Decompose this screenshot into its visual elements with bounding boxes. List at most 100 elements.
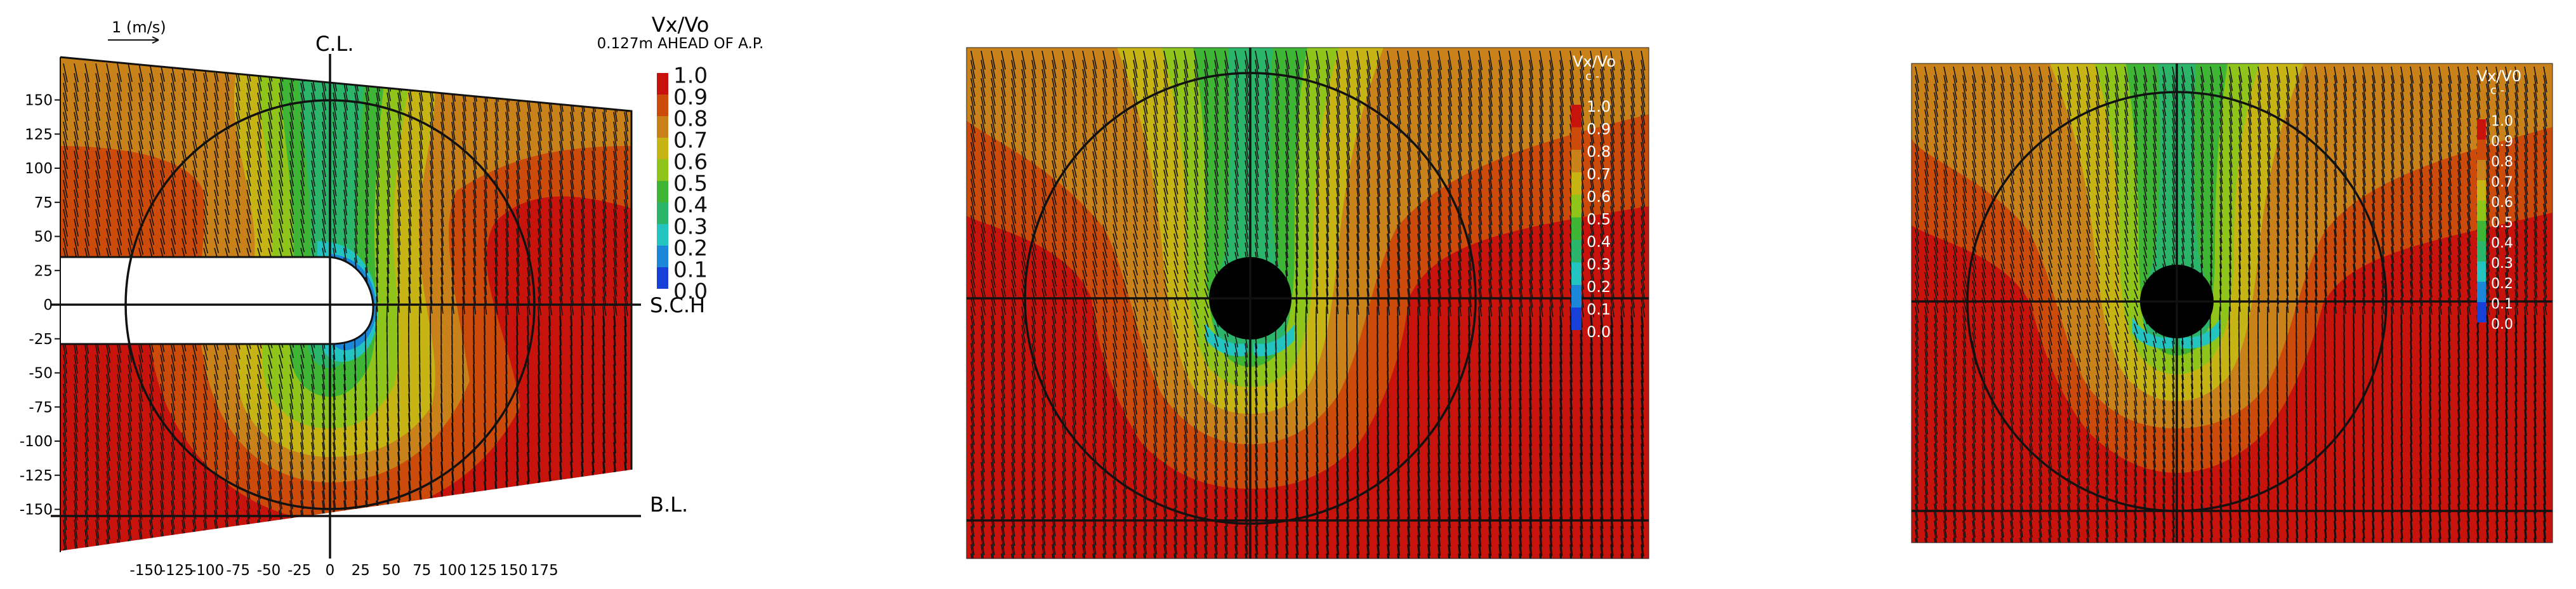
velocity-vector	[343, 141, 348, 159]
velocity-vector	[1194, 105, 1199, 123]
velocity-vector	[1163, 279, 1169, 293]
velocity-vector	[63, 539, 67, 551]
velocity-vector	[333, 150, 337, 168]
velocity-vector	[462, 286, 466, 305]
velocity-vector	[74, 189, 79, 208]
velocity-vector	[1123, 260, 1128, 276]
velocity-vector	[95, 180, 101, 198]
velocity-vector	[1245, 114, 1250, 133]
velocity-vector	[106, 383, 111, 402]
velocity-vector	[300, 150, 305, 168]
velocity-vector	[84, 548, 89, 551]
velocity-vector	[1275, 160, 1279, 178]
velocity-vector	[268, 364, 273, 379]
velocity-vector	[1062, 434, 1066, 453]
velocity-vector	[1113, 425, 1117, 444]
velocity-vector	[128, 491, 132, 510]
velocity-vector	[138, 519, 143, 539]
velocity-vector	[538, 520, 541, 541]
velocity-vector	[1123, 352, 1128, 368]
velocity-vector	[1356, 242, 1360, 260]
velocity-vector	[1052, 434, 1056, 454]
velocity-vector	[1295, 480, 1299, 500]
velocity-vector	[106, 374, 111, 393]
velocity-vector	[300, 480, 304, 500]
velocity-vector	[1052, 96, 1057, 115]
velocity-vector	[559, 238, 564, 258]
velocity-vector	[430, 199, 433, 217]
velocity-vector	[192, 83, 197, 101]
velocity-vector	[1021, 133, 1026, 152]
velocity-vector	[128, 160, 133, 178]
velocity-vector	[117, 471, 121, 491]
velocity-vector	[1072, 169, 1077, 187]
velocity-vector	[548, 306, 551, 327]
velocity-vector	[235, 451, 240, 470]
velocity-vector	[1011, 114, 1016, 133]
velocity-vector	[981, 544, 984, 559]
velocity-vector	[570, 345, 573, 366]
velocity-vector	[1143, 78, 1148, 96]
velocity-vector	[1245, 151, 1249, 168]
velocity-vector	[333, 180, 337, 197]
velocity-vector	[494, 461, 498, 482]
velocity-vector	[128, 73, 133, 92]
legend-measured: Vx/Vo 0.127m AHEAD OF A.P. 1.00.90.80.70…	[597, 13, 764, 304]
velocity-vector	[192, 432, 197, 451]
velocity-vector	[419, 480, 422, 501]
velocity-vector	[484, 413, 486, 433]
velocity-vector	[235, 394, 241, 410]
velocity-vector	[1113, 206, 1118, 222]
velocity-vector	[1275, 388, 1278, 406]
velocity-vector	[84, 63, 89, 83]
velocity-vector	[279, 442, 283, 460]
velocity-vector	[1123, 425, 1127, 443]
velocity-vector	[257, 141, 262, 158]
velocity-vector	[602, 383, 605, 405]
velocity-vector	[1072, 60, 1077, 79]
velocity-vector	[225, 238, 230, 253]
velocity-vector	[581, 306, 584, 327]
velocity-vector	[1072, 224, 1078, 241]
velocity-vector	[981, 87, 986, 107]
velocity-vector	[570, 539, 574, 551]
velocity-vector	[1052, 370, 1057, 388]
velocity-vector	[300, 364, 305, 379]
velocity-vector	[1113, 178, 1118, 195]
velocity-vector	[981, 215, 986, 234]
velocity-vector	[462, 102, 466, 121]
velocity-vector	[1153, 526, 1158, 545]
velocity-vector	[343, 189, 348, 206]
velocity-vector	[1204, 388, 1208, 405]
velocity-vector	[1204, 251, 1209, 265]
velocity-vector	[419, 218, 423, 236]
velocity-vector	[235, 539, 240, 551]
velocity-vector	[462, 539, 466, 551]
velocity-vector	[1346, 407, 1349, 426]
velocity-vector	[473, 529, 477, 550]
velocity-vector	[74, 442, 78, 462]
velocity-vector	[84, 432, 89, 452]
velocity-vector	[1234, 224, 1239, 239]
velocity-vector	[376, 199, 380, 216]
velocity-vector	[602, 345, 605, 366]
velocity-vector	[1082, 50, 1087, 70]
velocity-vector	[538, 315, 540, 336]
velocity-vector	[268, 461, 272, 480]
velocity-vector	[1194, 398, 1198, 414]
velocity-vector	[581, 383, 584, 405]
velocity-vector	[1214, 352, 1219, 367]
velocity-vector	[128, 480, 132, 500]
velocity-vector	[1285, 233, 1289, 249]
velocity-vector	[1153, 544, 1157, 559]
velocity-vector	[1184, 343, 1189, 357]
velocity-vector	[591, 491, 595, 512]
velocity-vector	[624, 520, 628, 541]
velocity-vector	[149, 141, 154, 159]
velocity-vector	[591, 73, 597, 93]
x-tick-label: 25	[352, 562, 370, 579]
velocity-vector	[1204, 434, 1208, 452]
velocity-vector	[1133, 380, 1138, 396]
velocity-vector	[527, 238, 531, 257]
velocity-vector	[1031, 133, 1036, 151]
